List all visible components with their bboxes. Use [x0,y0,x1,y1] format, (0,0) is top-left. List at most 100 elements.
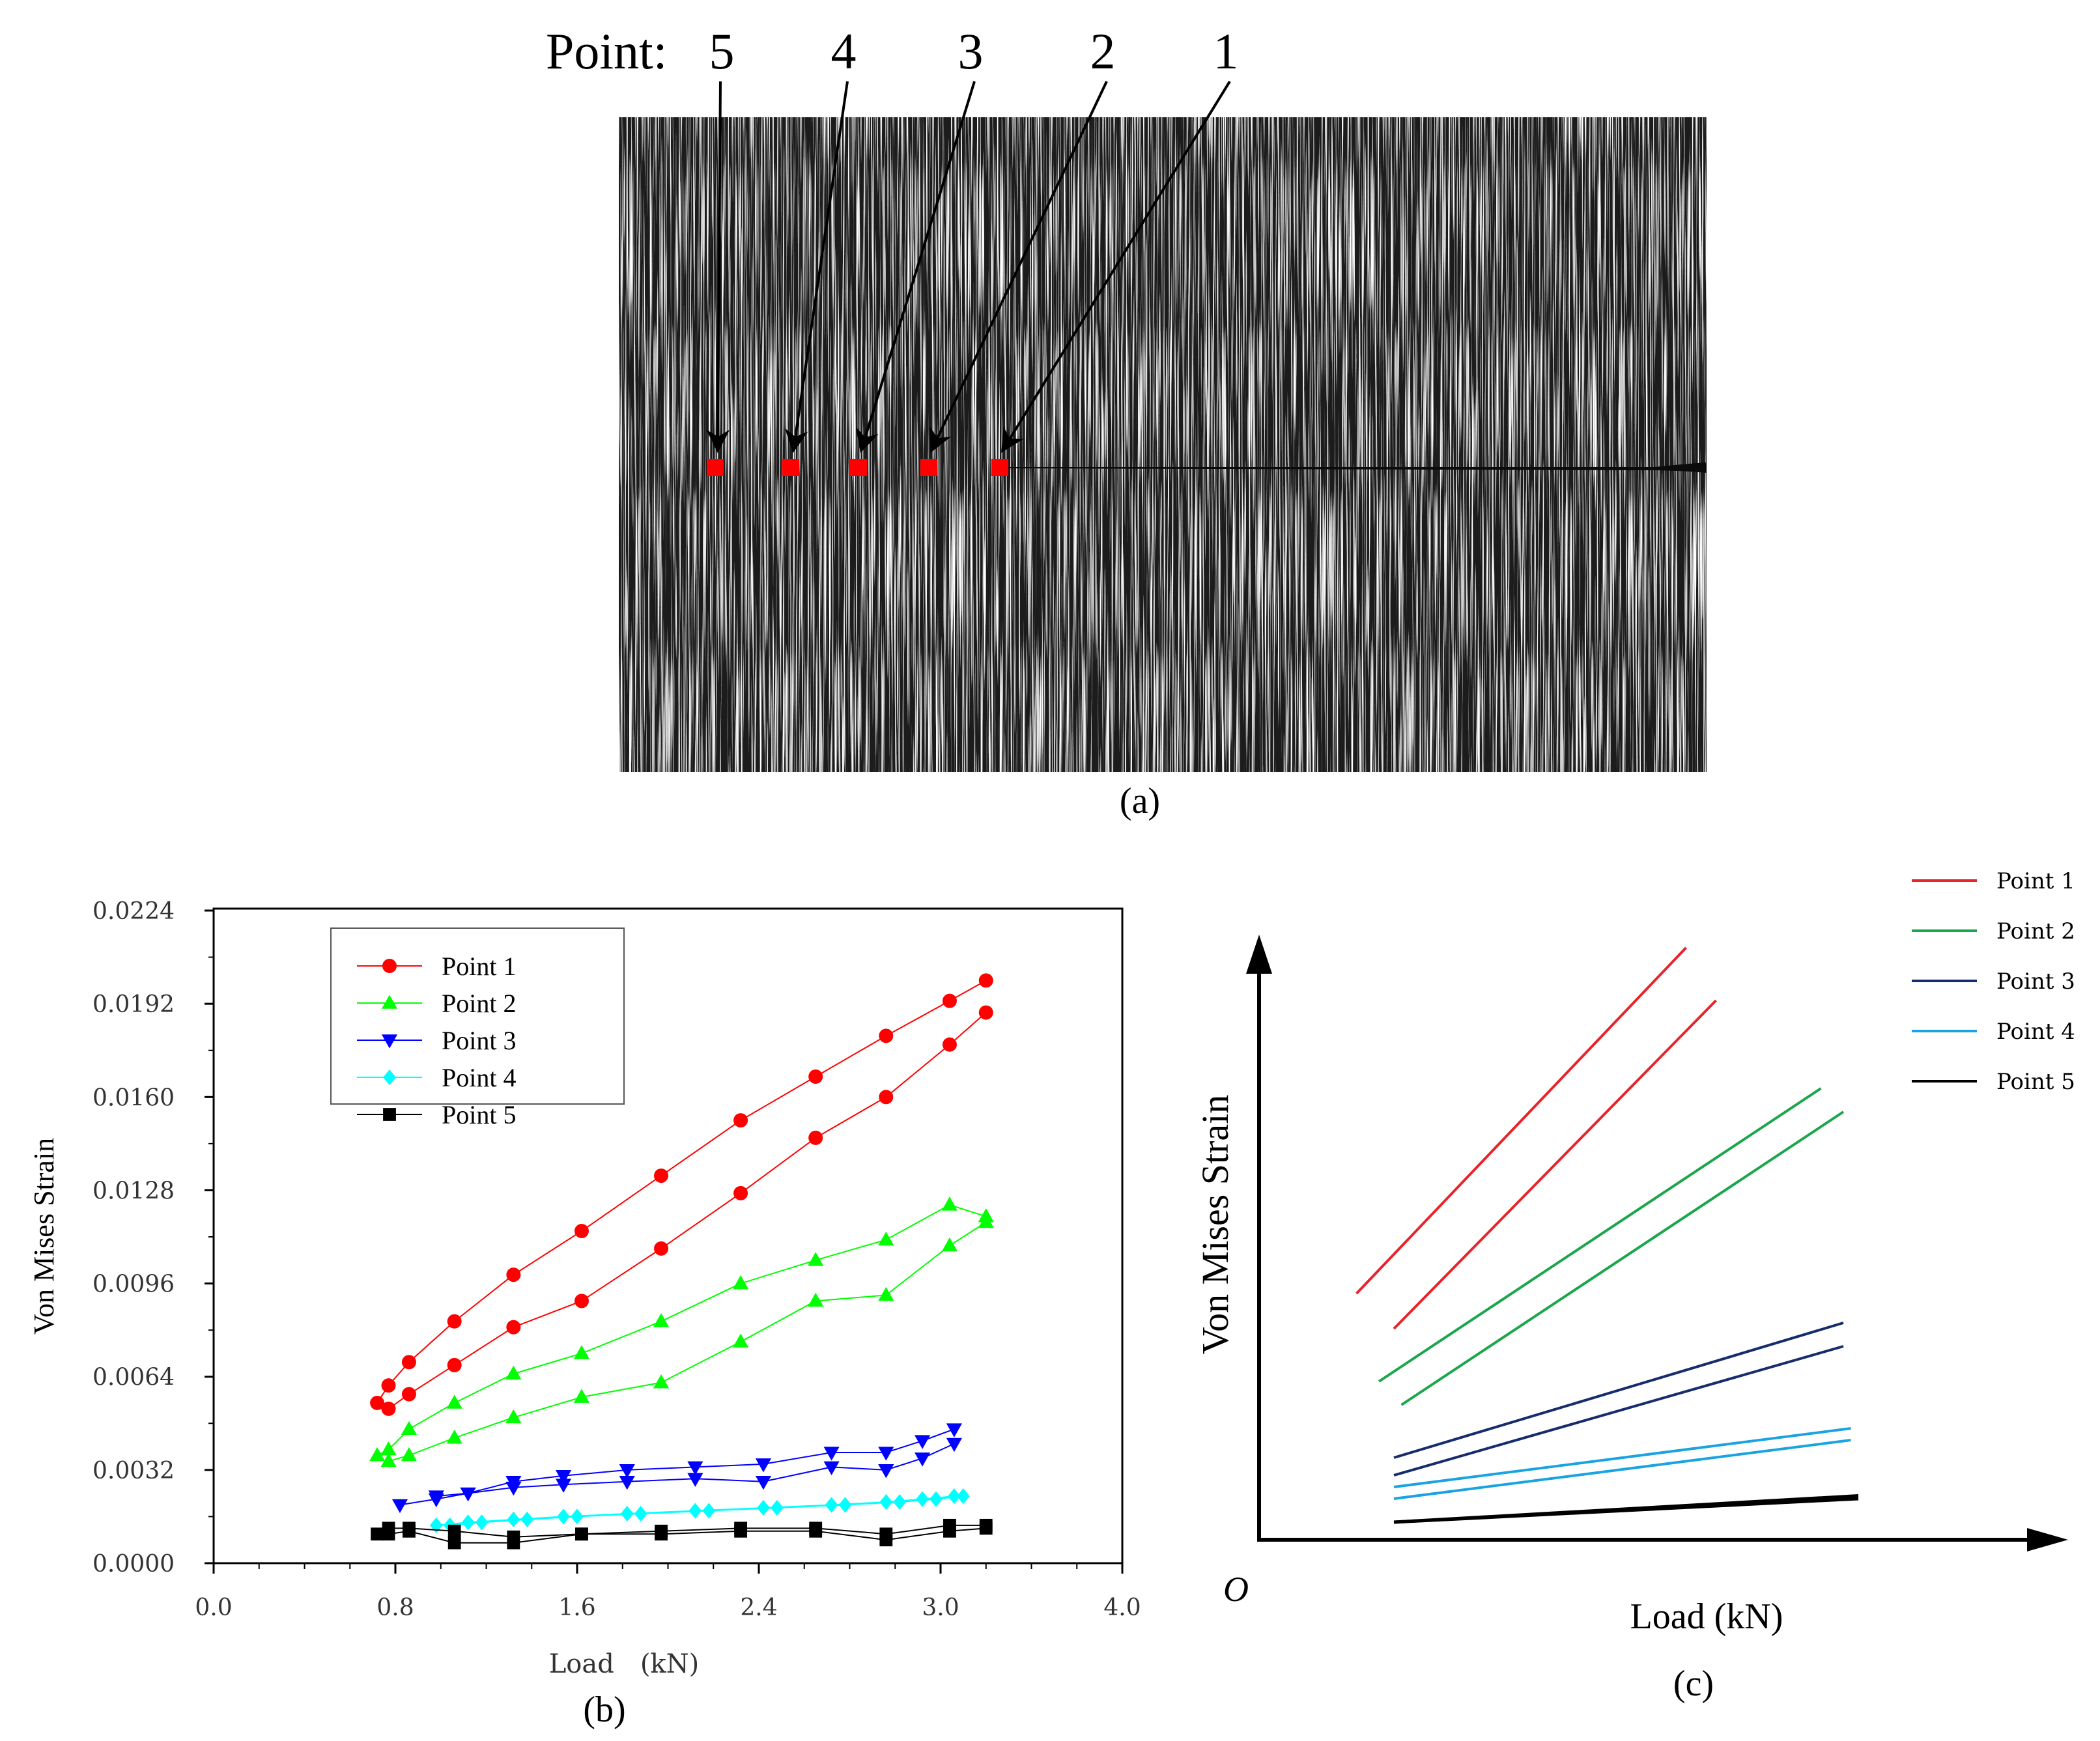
legend-c-label-1: Point 1 [1996,868,2075,894]
series-5-lower-pt-7 [809,1524,823,1538]
panel-c-schematic: O Von Mises Strain Load (kN) (c) Point 1… [1194,868,2075,1704]
series-1-lower-pt-3 [506,1320,521,1335]
specimen-image [619,117,1707,772]
arrow-to-point-4 [784,81,849,453]
series-1-lower-pt-2 [447,1357,462,1372]
series-3-lower-pt-8 [878,1464,894,1479]
line-point-1-0 [1355,946,1687,1295]
series-1-upper-pt-8 [808,1069,823,1084]
series-2-lower-pt-2 [446,1430,462,1444]
series-4-lower-pt-7 [838,1497,852,1513]
series-2-upper-pt-8 [808,1252,824,1266]
series-5-lower-pt-4 [575,1527,588,1541]
series-2-upper-pt-4 [505,1365,522,1380]
series-4-upper-pt-3 [557,1508,570,1525]
legend-label-3: Point 3 [442,1026,516,1055]
series-4-lower-pt-5 [702,1503,716,1519]
series-3-lower-pt-0 [428,1490,444,1505]
caption-a: (a) [1120,781,1160,821]
legend-label-5: Point 5 [442,1100,516,1129]
series-5-lower-pt-6 [734,1524,747,1538]
series-2-upper-pt-6 [653,1313,670,1327]
series-4-lower-pt-8 [893,1493,907,1510]
y-tick-label-7: 0.0224 [92,898,175,925]
series-2-upper-pt-9 [878,1231,894,1246]
y-tick-label-0: 0.0000 [92,1551,175,1578]
marker-point-4 [782,459,799,476]
series-3-lower-pt-9 [915,1452,931,1467]
arrow-to-point-5 [706,81,730,453]
series-2-upper-line [376,1204,987,1456]
series-1-lower-pt-9 [942,1037,957,1052]
line-point-3-1 [1393,1345,1844,1477]
series-5-lower-pt-8 [879,1533,893,1547]
marker-point-5 [707,459,724,476]
marker-point-1 [991,459,1008,476]
series-5-lower-pt-9 [943,1524,956,1538]
series-1-upper-pt-7 [733,1113,748,1128]
series-1-upper-pt-4 [506,1267,521,1282]
marker-point-3 [850,459,867,476]
legend-b: Point 1 Point 2 Point 3 Point 4 Point 5 [330,927,625,1129]
legend-label-4: Point 4 [442,1063,516,1092]
series-1-lower-pt-5 [654,1241,669,1256]
legend-box [330,927,625,1105]
measurement-markers [707,459,1008,476]
series-1-upper-pt-1 [381,1378,396,1393]
arrow-to-point-1 [1001,80,1231,453]
series-2-upper-pt-5 [573,1345,590,1359]
series-3-upper-pt-6 [687,1461,703,1476]
series-3-upper-pt-8 [823,1447,840,1461]
series-5-lower-pt-3 [507,1536,520,1550]
x-tick-label-1: 0.8 [376,1594,414,1621]
series-1-upper-pt-11 [978,973,993,988]
x-tick-label-0: 0.0 [195,1594,232,1621]
series-3-lower-pt-6 [755,1475,772,1490]
series-2-lower-pt-10 [978,1213,994,1228]
schematic-lines [1355,946,1859,1524]
x-arrowhead [2027,1528,2068,1551]
caption-b: (b) [583,1690,625,1730]
series-point-2 [369,1196,994,1467]
line-point-2-0 [1378,1087,1822,1383]
pointer-arrows [706,80,1231,453]
series-3-upper-pt-11 [946,1423,963,1437]
series-point-3 [391,1423,963,1514]
x-tick-label-4: 3.0 [922,1594,959,1621]
series-5-lower-pt-0 [382,1527,395,1541]
series-2-lower-pt-7 [808,1292,824,1307]
line-point-2-1 [1400,1111,1845,1406]
series-5-upper-pt-0 [371,1527,384,1541]
series-3-lower-pt-2 [505,1481,522,1496]
series-4-lower-pt-1 [475,1514,489,1531]
series-4-lower-pt-4 [634,1505,647,1522]
series-2-lower-pt-9 [941,1237,958,1252]
point-number-1: 1 [1213,23,1239,79]
x-tick-label-3: 2.4 [740,1594,777,1621]
y-arrowhead [1246,935,1272,974]
y-axis-label-c: Von Mises Strain [1194,1095,1236,1355]
series-2-upper-pt-2 [401,1421,418,1436]
x-axis-label: Load (kN) [549,1649,700,1679]
series-5-lower-pt-5 [655,1527,668,1541]
line-point-1-1 [1393,999,1717,1330]
line-point-5-1 [1393,1494,1859,1524]
series-2-upper-pt-0 [369,1447,386,1462]
series-3-upper-line [399,1428,955,1506]
series-2-lower-pt-4 [573,1389,590,1403]
legend-marker-5 [383,1108,396,1121]
series-1-lower-pt-7 [808,1130,823,1145]
series-point-1 [370,973,993,1416]
series-3-upper-pt-7 [755,1458,772,1473]
legend-label-2: Point 2 [442,989,516,1018]
origin-label: O [1223,1570,1249,1609]
y-axis-label: Von Mises Strain [28,1138,60,1335]
legend-c-label-4: Point 4 [1996,1019,2075,1045]
series-3-lower-pt-5 [687,1473,703,1487]
y-tick-label-5: 0.0160 [92,1084,175,1111]
series-2-upper-pt-7 [733,1275,749,1290]
point-number-2: 2 [1090,23,1116,79]
legend-entries: Point 1 Point 2 Point 3 Point 4 Point 5 [357,952,516,1129]
series-3-upper-pt-4 [555,1470,572,1484]
series-1-upper-pt-3 [447,1314,462,1329]
